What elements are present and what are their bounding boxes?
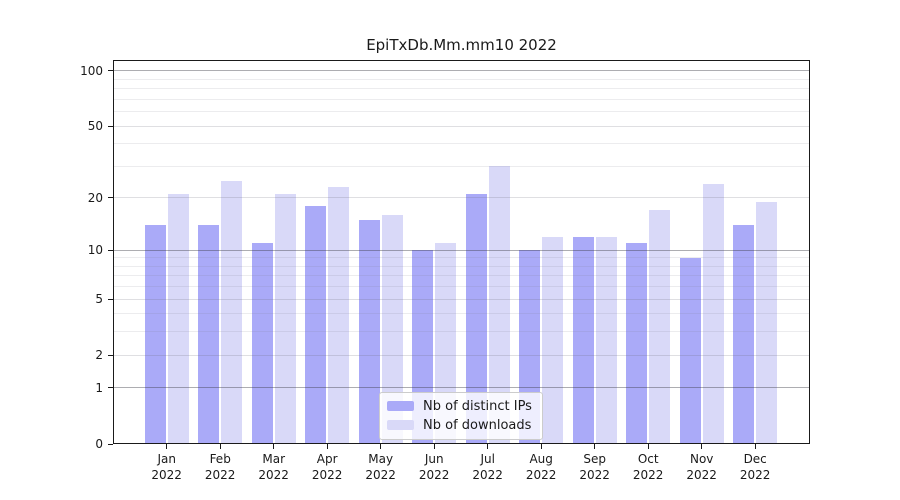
x-tick-mark-aug xyxy=(540,444,542,449)
year-label: 2022 xyxy=(258,468,289,482)
year-label: 2022 xyxy=(739,468,771,482)
y-tick-label-1: 1 xyxy=(95,380,103,395)
month-label: May xyxy=(368,452,394,466)
x-tick-mark-jan xyxy=(166,444,168,449)
y-tick-mark-100 xyxy=(108,70,113,72)
bars-layer xyxy=(113,60,810,444)
y-tick-mark-50 xyxy=(108,125,113,127)
bar-jul-distinct-ips xyxy=(465,194,487,444)
legend: Nb of distinct IPs Nb of downloads xyxy=(379,392,543,440)
month-label: Apr xyxy=(316,452,338,466)
x-tick-mark-oct xyxy=(647,444,649,449)
bar-mar-distinct-ips xyxy=(251,243,273,444)
year-label: 2022 xyxy=(204,468,236,482)
year-label: 2022 xyxy=(632,468,664,482)
bar-nov-distinct-ips xyxy=(679,257,701,444)
bar-sep-downloads xyxy=(595,236,617,444)
year-label: 2022 xyxy=(579,468,610,482)
month-label: Oct xyxy=(637,452,659,466)
month-label: Jul xyxy=(480,452,495,466)
bar-oct-downloads xyxy=(649,210,671,444)
x-tick-label-nov: Nov 2022 xyxy=(672,451,732,483)
bar-jan-downloads xyxy=(167,194,189,444)
chart-title: EpiTxDb.Mm.mm10 2022 xyxy=(366,36,557,54)
legend-item-distinct-ips: Nb of distinct IPs xyxy=(387,398,532,414)
x-tick-mark-dec xyxy=(754,444,756,449)
x-tick-mark-mar xyxy=(273,444,275,449)
y-tick-mark-10 xyxy=(108,249,113,251)
x-tick-label-feb: Feb 2022 xyxy=(190,451,250,483)
legend-label-distinct-ips: Nb of distinct IPs xyxy=(423,398,532,414)
bar-apr-distinct-ips xyxy=(305,206,327,444)
x-tick-mark-sep xyxy=(594,444,596,449)
bar-dec-distinct-ips xyxy=(733,225,755,444)
x-tick-mark-feb xyxy=(219,444,221,449)
year-label: 2022 xyxy=(311,468,343,482)
bar-sep-distinct-ips xyxy=(572,236,594,444)
month-label: Mar xyxy=(262,452,285,466)
y-tick-mark-20 xyxy=(108,197,113,199)
x-tick-mark-nov xyxy=(701,444,703,449)
year-label: 2022 xyxy=(365,468,396,482)
year-label: 2022 xyxy=(418,468,450,482)
x-tick-label-jan: Jan 2022 xyxy=(137,451,197,483)
x-tick-label-may: May 2022 xyxy=(351,451,411,483)
x-tick-label-mar: Mar 2022 xyxy=(244,451,304,483)
y-tick-mark-5 xyxy=(108,298,113,300)
bar-feb-distinct-ips xyxy=(198,225,220,444)
x-tick-label-oct: Oct 2022 xyxy=(618,451,678,483)
bar-dec-downloads xyxy=(756,201,778,444)
y-tick-label-5: 5 xyxy=(95,292,103,307)
y-tick-label-50: 50 xyxy=(87,119,103,134)
y-tick-label-20: 20 xyxy=(87,190,103,205)
y-tick-label-0: 0 xyxy=(95,437,103,451)
x-tick-label-apr: Apr 2022 xyxy=(297,451,357,483)
bar-nov-downloads xyxy=(702,183,724,444)
legend-item-downloads: Nb of downloads xyxy=(387,417,532,433)
month-label: Jan xyxy=(157,452,176,466)
year-label: 2022 xyxy=(525,468,557,482)
bar-jul-downloads xyxy=(488,166,510,444)
month-label: Feb xyxy=(209,452,231,466)
y-tick-mark-0 xyxy=(108,443,113,445)
bar-mar-downloads xyxy=(274,194,296,444)
month-label: Dec xyxy=(743,452,767,466)
bar-jan-distinct-ips xyxy=(144,225,166,444)
bar-apr-downloads xyxy=(328,187,350,444)
y-tick-label-2: 2 xyxy=(95,348,103,363)
x-tick-label-jul: Jul 2022 xyxy=(458,451,518,483)
x-tick-mark-jun xyxy=(433,444,435,449)
legend-swatch-downloads xyxy=(387,420,414,430)
legend-label-downloads: Nb of downloads xyxy=(423,417,532,433)
y-tick-label-10: 10 xyxy=(87,243,103,258)
bar-may-downloads xyxy=(381,215,403,444)
month-label: Nov xyxy=(689,452,714,466)
year-label: 2022 xyxy=(472,468,503,482)
month-label: Jun xyxy=(424,452,444,466)
y-tick-label-100: 100 xyxy=(80,63,103,78)
bar-may-distinct-ips xyxy=(358,219,380,444)
year-label: 2022 xyxy=(151,468,182,482)
year-label: 2022 xyxy=(686,468,717,482)
x-tick-mark-apr xyxy=(326,444,328,449)
bar-aug-downloads xyxy=(542,236,564,444)
y-tick-mark-1 xyxy=(108,387,113,389)
x-tick-label-dec: Dec 2022 xyxy=(725,451,785,483)
plot-area: Nb of distinct IPs Nb of downloads xyxy=(113,60,810,444)
x-tick-mark-jul xyxy=(487,444,489,449)
x-tick-label-sep: Sep 2022 xyxy=(565,451,625,483)
x-tick-mark-may xyxy=(380,444,382,449)
x-tick-label-aug: Aug 2022 xyxy=(511,451,571,483)
legend-swatch-distinct-ips xyxy=(387,401,414,411)
month-label: Sep xyxy=(583,452,606,466)
month-label: Aug xyxy=(529,452,553,466)
bar-feb-downloads xyxy=(221,180,243,444)
bar-oct-distinct-ips xyxy=(626,243,648,444)
x-tick-label-jun: Jun 2022 xyxy=(404,451,464,483)
y-tick-mark-2 xyxy=(108,354,113,356)
